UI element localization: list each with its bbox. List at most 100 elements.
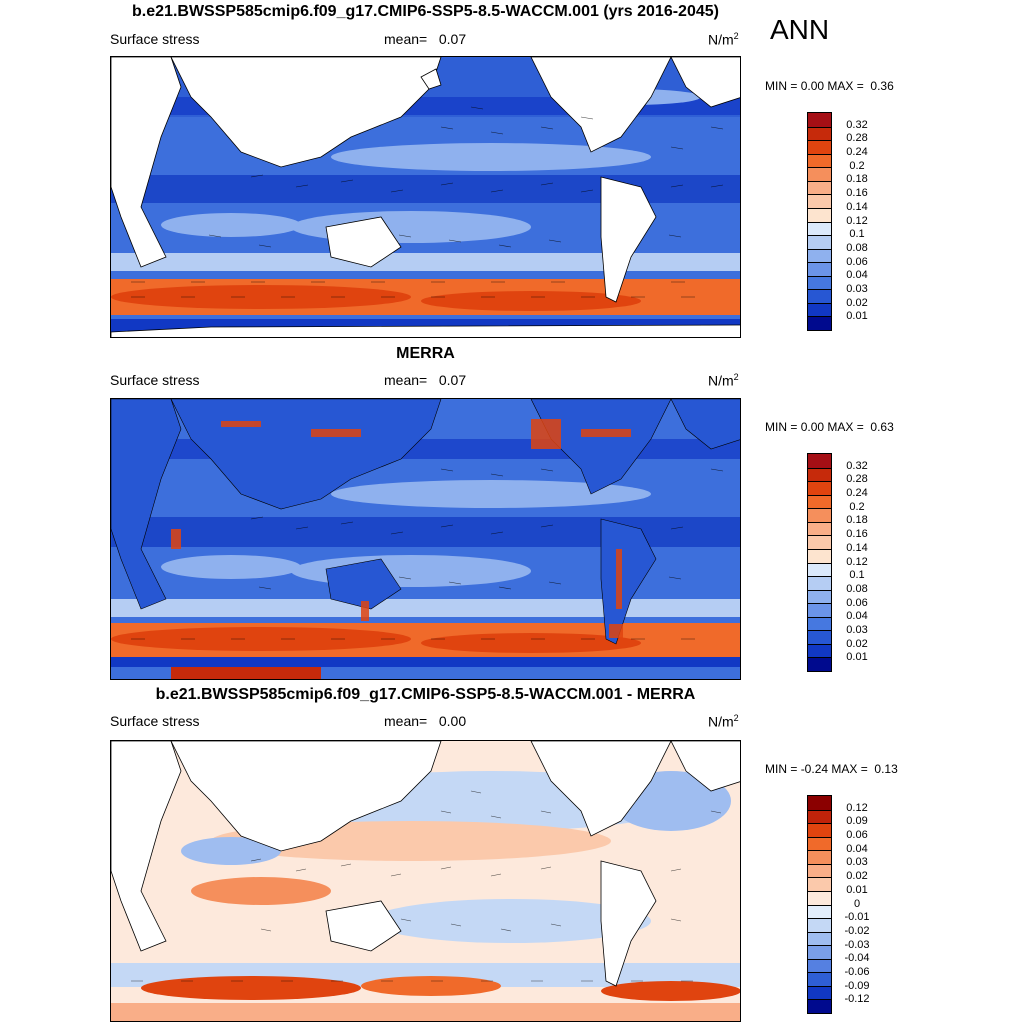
colorbar-cell <box>808 999 831 1013</box>
colorbar-cell <box>808 316 831 330</box>
colorbar-tick-label: 0.04 <box>846 842 868 855</box>
colorbar-tick-label: 0.12 <box>846 214 868 227</box>
colorbar-cell <box>808 863 831 878</box>
panel-3-variable: Surface stress <box>110 713 200 729</box>
colorbar-tick-label: -0.04 <box>844 952 870 965</box>
panel-2-variable: Surface stress <box>110 372 200 388</box>
colorbar-tick-label: 0.04 <box>846 610 868 623</box>
colorbar-cell <box>808 823 831 837</box>
colorbar-cell <box>808 481 831 495</box>
colorbar-cell <box>808 576 831 590</box>
colorbar-tick-label: 0.03 <box>846 282 868 295</box>
colorbar-tick-label: -0.03 <box>844 938 870 951</box>
colorbar-cell <box>808 221 831 236</box>
colorbar-cell <box>808 494 831 509</box>
colorbar-cell <box>808 589 831 604</box>
colorbar-cell <box>808 535 831 549</box>
colorbar-cell <box>808 167 831 181</box>
colorbar-cell <box>808 207 831 222</box>
colorbar-cell <box>808 521 831 536</box>
colorbar-tick-label: 0.02 <box>846 637 868 650</box>
colorbar-tick-label: 0.28 <box>846 132 868 145</box>
colorbar-cell <box>808 508 831 522</box>
colorbar-tick-label: 0.08 <box>846 241 868 254</box>
colorbar-tick-label: -0.06 <box>844 965 870 978</box>
colorbar-cell <box>808 850 831 864</box>
colorbar-cell <box>808 113 831 127</box>
colorbar-cell <box>808 194 831 208</box>
panel-1-variable: Surface stress <box>110 31 200 47</box>
colorbar-cell <box>808 153 831 168</box>
panel-2-units: N/m2 <box>708 372 739 389</box>
colorbar-tick-label: 0.14 <box>846 541 868 554</box>
panel-1-title: b.e21.BWSSP585cmip6.f09_g17.CMIP6-SSP5-8… <box>132 3 719 20</box>
colorbar-tick-label: 0.06 <box>846 255 868 268</box>
colorbar-cell <box>808 289 831 303</box>
panel-3-map <box>110 740 741 1022</box>
colorbar-cell <box>808 630 831 644</box>
panel-2-minmax: MIN = 0.00 MAX = 0.63 <box>765 420 894 434</box>
colorbar-tick-label: 0.1 <box>849 228 865 241</box>
colorbar-tick-label: 0.09 <box>846 815 868 828</box>
colorbar-cell <box>808 877 831 891</box>
colorbar-cell <box>808 302 831 317</box>
colorbar-cell <box>808 836 831 851</box>
colorbar-tick-label: 0.06 <box>846 596 868 609</box>
colorbar-tick-label: 0.03 <box>846 856 868 869</box>
colorbar-tick-label: 0.01 <box>846 651 868 664</box>
colorbar-cell <box>808 958 831 973</box>
colorbar-tick-label: 0.01 <box>846 883 868 896</box>
panel-1-colorbar <box>807 112 832 331</box>
panel-1-mean: mean= 0.07 <box>384 31 467 47</box>
colorbar-cell <box>808 972 831 986</box>
colorbar-tick-label: 0.08 <box>846 582 868 595</box>
colorbar-cell <box>808 945 831 959</box>
colorbar-cell <box>808 467 831 482</box>
colorbar-tick-label: 0.28 <box>846 473 868 486</box>
panel-1-map <box>110 56 741 338</box>
colorbar-tick-label: 0.1 <box>849 569 865 582</box>
panel-3-units: N/m2 <box>708 713 739 730</box>
colorbar-cell <box>808 248 831 263</box>
colorbar-tick-label: 0.24 <box>846 487 868 500</box>
colorbar-tick-label: 0.03 <box>846 623 868 636</box>
panel-2-colorbar <box>807 453 832 672</box>
panel-2-title: MERRA <box>396 345 455 362</box>
colorbar-cell <box>808 603 831 617</box>
colorbar-cell <box>808 140 831 154</box>
colorbar-tick-label: 0.2 <box>849 500 865 513</box>
colorbar-tick-label: 0.06 <box>846 829 868 842</box>
colorbar-cell <box>808 796 831 810</box>
colorbar-tick-label: 0.32 <box>846 459 868 472</box>
panel-1-minmax: MIN = 0.00 MAX = 0.36 <box>765 79 894 93</box>
colorbar-cell <box>808 809 831 824</box>
colorbar-tick-label: 0.18 <box>846 173 868 186</box>
colorbar-cell <box>808 657 831 671</box>
colorbar-cell <box>808 890 831 905</box>
colorbar-tick-label: 0 <box>853 897 861 910</box>
colorbar-cell <box>808 548 831 563</box>
colorbar-cell <box>808 643 831 658</box>
colorbar-tick-label: -0.01 <box>844 911 870 924</box>
colorbar-cell <box>808 126 831 141</box>
panel-3-colorbar <box>807 795 832 1014</box>
colorbar-tick-label: 0.24 <box>846 146 868 159</box>
colorbar-cell <box>808 262 831 276</box>
panel-2-mean: mean= 0.07 <box>384 372 467 388</box>
colorbar-tick-label: -0.02 <box>844 924 870 937</box>
panel-2-colorbar-ticks: 0.32 0.28 0.24 0.2 0.18 0.16 0.14 0.12 0.1 0.08 0.… <box>838 453 898 672</box>
colorbar-cell <box>808 235 831 249</box>
colorbar-cell <box>808 180 831 195</box>
colorbar-cell <box>808 931 831 946</box>
colorbar-cell <box>808 985 831 1000</box>
colorbar-tick-label: 0.12 <box>846 555 868 568</box>
colorbar-tick-label: 0.02 <box>846 296 868 309</box>
colorbar-tick-label: 0.01 <box>846 310 868 323</box>
panel-3-title: b.e21.BWSSP585cmip6.f09_g17.CMIP6-SSP5-8… <box>155 686 696 703</box>
colorbar-cell <box>808 562 831 577</box>
panel-3-mean: mean= 0.00 <box>384 713 467 729</box>
colorbar-cell <box>808 918 831 932</box>
panel-1-units: N/m2 <box>708 31 739 48</box>
colorbar-tick-label: 0.32 <box>846 118 868 131</box>
colorbar-tick-label: 0.16 <box>846 528 868 541</box>
